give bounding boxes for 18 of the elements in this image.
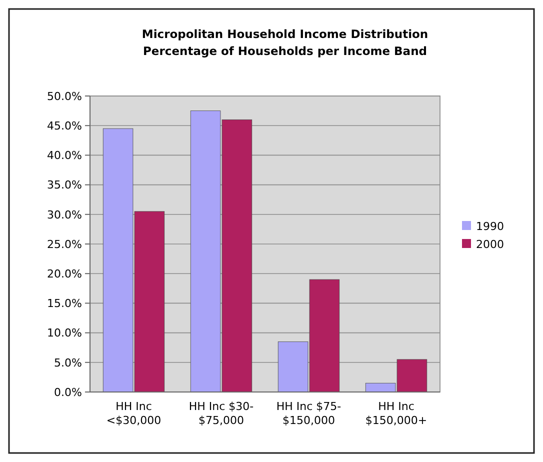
legend-label: 2000 (476, 238, 504, 251)
x-tick-label: HH Inc $75- $150,000 (276, 400, 342, 427)
x-tick-label: HH Inc <$30,000 (106, 400, 162, 427)
y-tick-label: 0.0% (54, 386, 82, 399)
y-tick-label: 10.0% (47, 326, 82, 340)
y-tick-label: 20.0% (47, 267, 82, 280)
y-tick-label: 30.0% (47, 208, 82, 222)
legend-label: 1990 (476, 220, 504, 233)
x-tick-label: HH Inc $150,000+ (365, 400, 428, 427)
y-tick-label: 40.0% (47, 149, 82, 162)
chart-title: Micropolitan Household Income Distribution Percentage of Households per Income Band (142, 27, 428, 58)
x-tick-label: HH Inc $30- $75,000 (188, 400, 254, 427)
y-tick-label: 25.0% (47, 238, 82, 251)
y-tick-label: 5.0% (54, 356, 82, 370)
y-tick-label: 15.0% (47, 297, 82, 310)
y-tick-label: 35.0% (47, 178, 82, 192)
y-tick-label: 45.0% (47, 119, 82, 132)
y-tick-label: 50.0% (47, 90, 82, 103)
